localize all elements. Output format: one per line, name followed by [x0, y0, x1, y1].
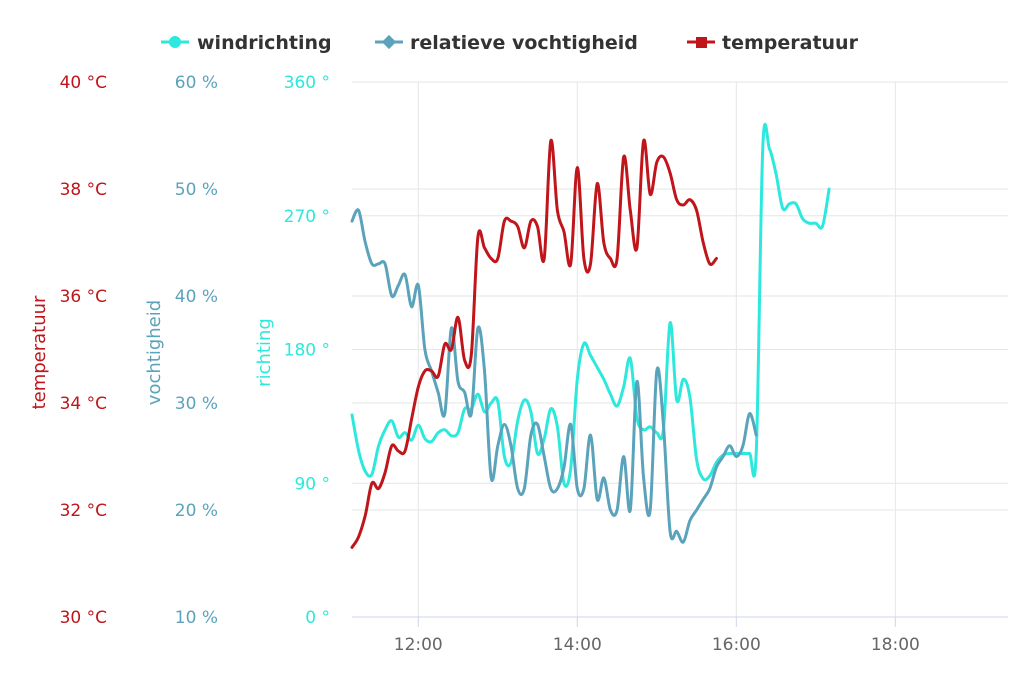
y-tick-label: 36 °C: [60, 287, 107, 307]
legend-label: temperatuur: [722, 32, 859, 54]
y-tick-label: 30 °C: [60, 608, 107, 628]
circle-icon: [169, 36, 181, 48]
diamond-icon: [381, 34, 397, 50]
x-tick-label: 16:00: [712, 635, 761, 655]
y-axis-temp: 40 °C 38 °C 36 °C 34 °C 32 °C 30 °C temperatuu…: [29, 73, 107, 628]
y-axis-title: richting: [254, 318, 275, 387]
legend-label: relatieve vochtigheid: [410, 32, 638, 54]
x-tick-label: 18:00: [871, 635, 920, 655]
square-icon: [696, 37, 707, 48]
y-tick-label: 90 °: [294, 474, 330, 494]
y-tick-label: 40 %: [175, 287, 218, 307]
series-line-relatieve-vochtigheid[interactable]: [350, 208, 758, 544]
y-tick-label: 50 %: [175, 180, 218, 200]
series-line-windrichting[interactable]: [350, 122, 831, 488]
y-tick-label: 38 °C: [60, 180, 107, 200]
y-tick-label: 30 %: [175, 394, 218, 414]
legend-item-temperatuur[interactable]: temperatuur: [687, 32, 859, 54]
y-tick-label: 10 %: [175, 608, 218, 628]
legend-label: windrichting: [197, 32, 332, 54]
y-axis-dir: 360 ° 270 ° 180 ° 90 ° 0 ° richting: [254, 73, 330, 628]
y-tick-label: 40 °C: [60, 73, 107, 93]
series-line-temperatuur[interactable]: [350, 138, 718, 549]
legend: windrichting relatieve vochtigheid tempe…: [161, 32, 859, 54]
y-tick-label: 0 °: [305, 608, 330, 628]
y-tick-label: 20 %: [175, 501, 218, 521]
y-tick-label: 360 °: [284, 73, 330, 93]
y-axis-hum: 60 % 50 % 40 % 30 % 20 % 10 % vochtigheid: [144, 73, 218, 628]
y-axis-title: temperatuur: [29, 295, 50, 409]
x-axis: 12:00 14:00 16:00 18:00: [352, 616, 1008, 655]
y-tick-label: 32 °C: [60, 501, 107, 521]
legend-item-windrichting[interactable]: windrichting: [161, 32, 332, 54]
series: [350, 122, 831, 549]
y-tick-label: 60 %: [175, 73, 218, 93]
y-tick-label: 34 °C: [60, 394, 107, 414]
x-tick-label: 14:00: [553, 635, 602, 655]
y-axes: 40 °C 38 °C 36 °C 34 °C 32 °C 30 °C temperatuu…: [29, 73, 330, 628]
legend-item-relatieve-vochtigheid[interactable]: relatieve vochtigheid: [375, 32, 638, 54]
x-tick-label: 12:00: [394, 635, 443, 655]
y-axis-title: vochtigheid: [144, 300, 165, 405]
y-tick-label: 270 °: [284, 207, 330, 227]
y-tick-label: 180 °: [284, 341, 330, 361]
